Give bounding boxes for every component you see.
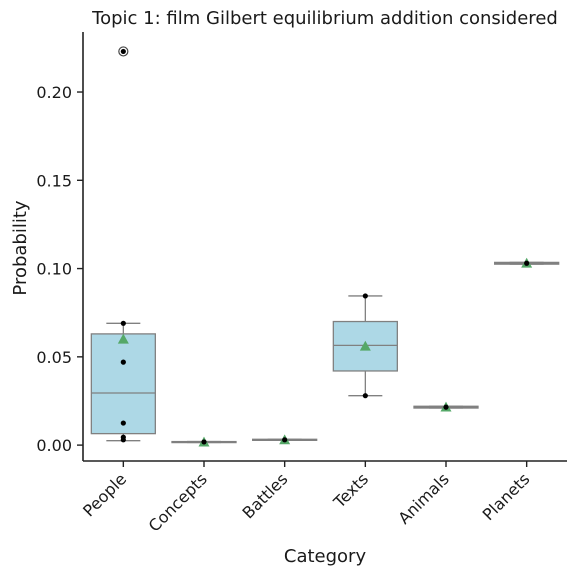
x-tick-label: Texts <box>329 469 372 512</box>
x-tick-label: Concepts <box>145 469 211 535</box>
x-tick-label: Battles <box>238 469 291 522</box>
box-planets <box>494 257 560 268</box>
data-point <box>120 320 126 326</box>
mean-marker <box>359 340 371 351</box>
data-point <box>120 437 126 443</box>
y-tick-label: 0.00 <box>36 436 72 455</box>
data-point <box>120 420 126 426</box>
box-concepts <box>171 436 237 447</box>
data-point <box>362 393 368 399</box>
data-point <box>362 293 368 299</box>
plot-area: 0.00 0.05 0.10 0.15 0.20 People Concepts Battle… <box>36 32 567 536</box>
box-people <box>90 46 156 443</box>
box-texts <box>332 293 398 399</box>
data-point <box>201 439 207 445</box>
data-point <box>443 404 449 410</box>
mean-marker <box>117 333 129 344</box>
outlier-marker <box>118 46 129 57</box>
x-tick-label: Animals <box>394 469 452 527</box>
y-tick-label: 0.10 <box>36 260 72 279</box>
box-battles <box>252 434 318 445</box>
data-point <box>120 48 126 55</box>
y-tick-label: 0.05 <box>36 348 72 367</box>
y-axis-label: Probability <box>10 200 31 295</box>
y-tick-label: 0.15 <box>36 171 72 190</box>
data-point <box>120 359 126 365</box>
box-animals <box>413 401 479 412</box>
data-point <box>282 437 288 443</box>
x-tick-label: Planets <box>479 469 534 524</box>
x-axis-label: Category <box>284 546 367 567</box>
data-point <box>524 260 530 266</box>
y-tick-label: 0.20 <box>36 83 72 102</box>
box-iqr <box>90 333 156 435</box>
chart-title: Topic 1: film Gilbert equilibrium additi… <box>91 8 558 29</box>
x-tick-label: People <box>79 469 130 520</box>
